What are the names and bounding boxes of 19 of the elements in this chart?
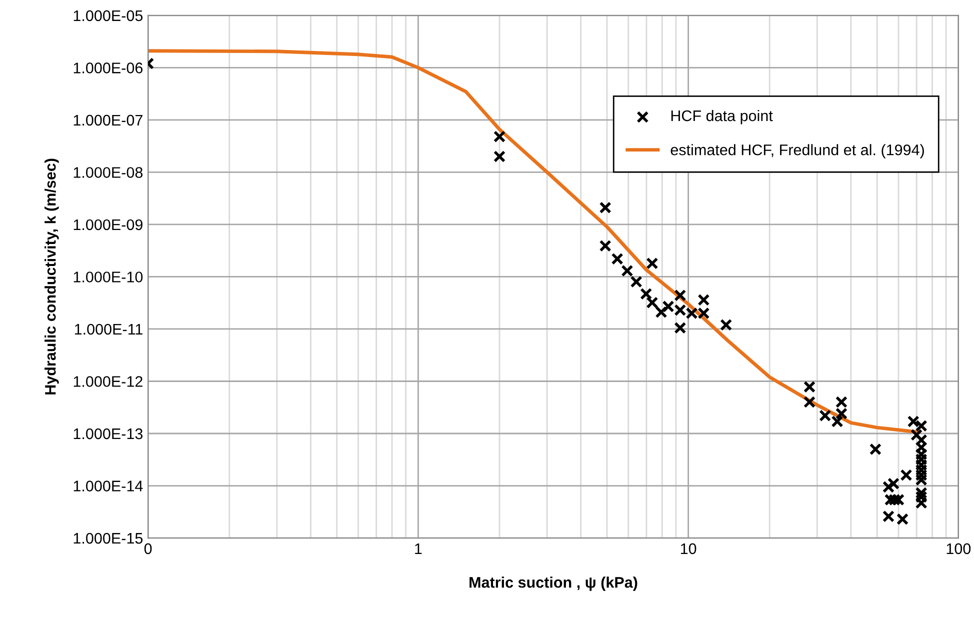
y-tick-label: 1.000E-08 (74, 167, 143, 178)
y-tick-label: 1.000E-15 (74, 532, 143, 544)
y-axis-title: Hydraulic conductivity, k (m/sec) (44, 158, 59, 394)
y-tick-label: 1.000E-11 (74, 324, 142, 335)
y-tick-label: 1.000E-07 (74, 114, 142, 126)
x-tick-label: 10 (680, 543, 696, 554)
y-tick-label: 1.000E-12 (74, 376, 142, 387)
y-tick-label: 1.000E-10 (74, 272, 143, 282)
x-tick-label: 1 (415, 543, 422, 554)
y-tick-label: 1.000E-13 (74, 428, 143, 440)
y-tick-label: 1.000E-09 (74, 219, 142, 230)
legend-label: HCF data point (671, 110, 773, 124)
x-tick-label: 100 (946, 543, 971, 554)
y-tick-label: 1.000E-14 (74, 480, 143, 492)
legend-label: estimated HCF, Fredlund et al. (1994) (670, 144, 924, 158)
x-axis-title: Matric suction , ψ (kPa) (470, 576, 638, 591)
y-tick-label: 1.000E-06 (74, 62, 143, 74)
y-tick-label: 1.000E-05 (74, 10, 143, 22)
x-tick-label: 0 (144, 543, 152, 554)
